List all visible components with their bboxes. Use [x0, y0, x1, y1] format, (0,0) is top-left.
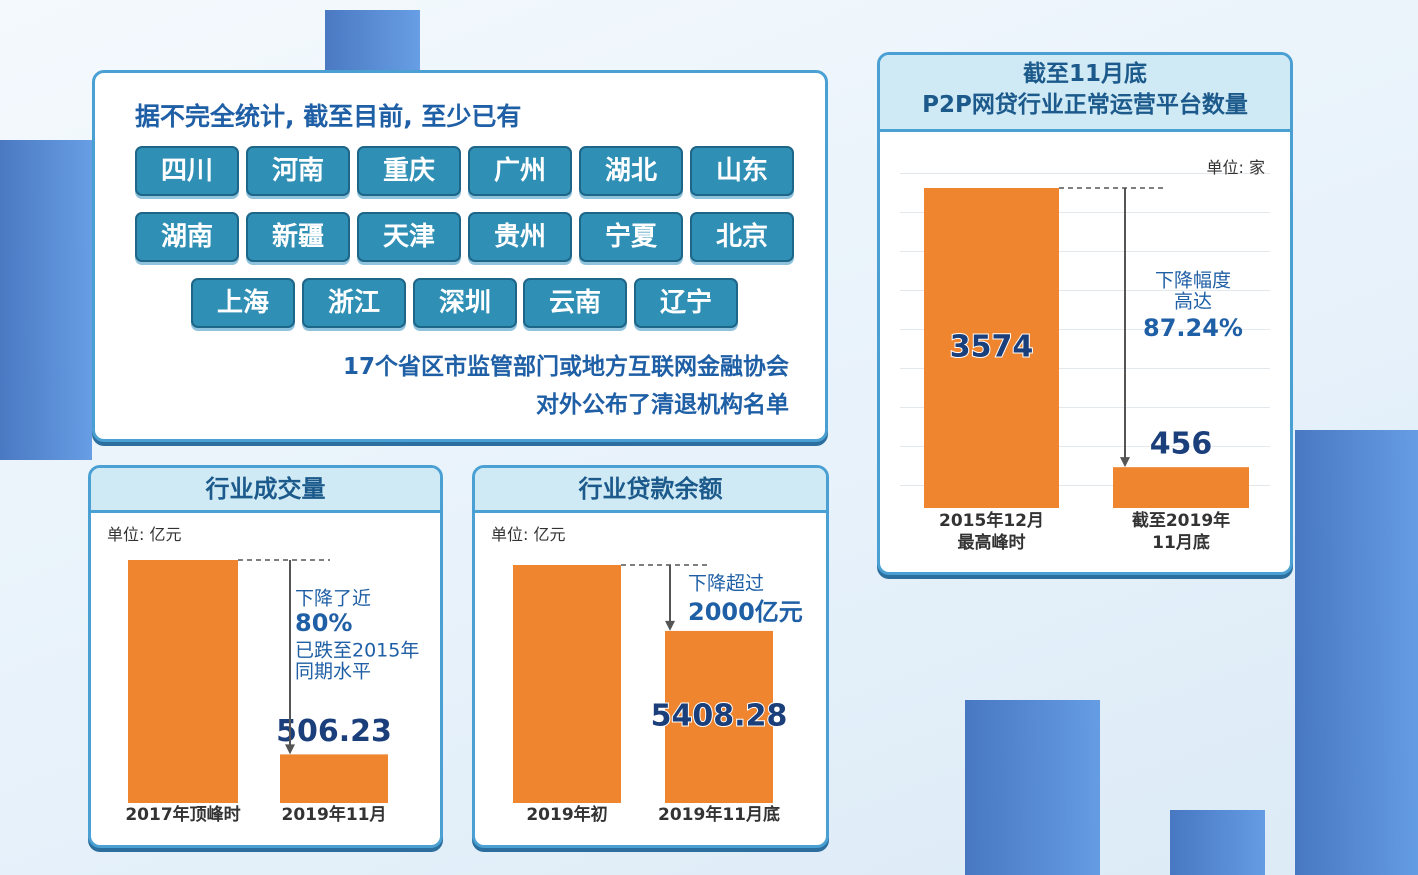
annotation: 同期水平: [295, 661, 371, 683]
provinces-card: 据不完全统计, 截至目前, 至少已有 四川河南重庆广州湖北山东湖南新疆天津贵州宁…: [92, 70, 828, 442]
header-title: 据不完全统计, 截至目前, 至少已有: [135, 97, 521, 133]
building: [0, 140, 92, 460]
x-tick-label: 2015年12月最高峰时: [939, 510, 1044, 553]
province-tag: 新疆: [246, 212, 350, 262]
footnote: 17个省区市监管部门或地方互联网金融协会: [343, 347, 789, 381]
building: [965, 700, 1100, 875]
unit-label: 单位: 亿元: [107, 525, 181, 544]
arrow-head: [285, 744, 295, 754]
annotation: 2000亿元: [688, 598, 803, 626]
bar: [128, 560, 238, 803]
bar: [513, 565, 621, 803]
province-tag: 河南: [246, 146, 350, 196]
annotation: 高达: [1174, 291, 1212, 313]
province-tag: 浙江: [302, 278, 406, 328]
value-label: 506.23: [276, 714, 392, 749]
footnote: 对外公布了清退机构名单: [536, 385, 789, 419]
value-label: 5408.28: [651, 698, 788, 733]
province-tag: 云南: [523, 278, 627, 328]
unit-label: 单位: 亿元: [491, 525, 565, 544]
province-tag: 广州: [468, 146, 572, 196]
province-tag: 上海: [191, 278, 295, 328]
x-tick-label: 2019年11月: [282, 804, 387, 825]
building: [1170, 810, 1265, 875]
province-tag: 深圳: [413, 278, 517, 328]
province-tag: 山东: [690, 146, 794, 196]
annotation: 下降了近: [295, 588, 371, 610]
province-tag: 北京: [690, 212, 794, 262]
annotation: 下降超过: [688, 573, 764, 595]
x-tick-label: 2019年初: [526, 804, 607, 825]
province-tag: 辽宁: [634, 278, 738, 328]
province-tag: 湖南: [135, 212, 239, 262]
annotation: 87.24%: [1143, 314, 1243, 342]
annotation: 已跌至2015年: [295, 640, 419, 662]
province-tag: 四川: [135, 146, 239, 196]
building: [325, 10, 420, 70]
x-tick-label: 2017年顶峰时: [125, 804, 240, 825]
province-tag: 贵州: [468, 212, 572, 262]
unit-label: 单位: 家: [1207, 158, 1265, 177]
x-tick-label: 2019年11月底: [658, 804, 780, 825]
arrow-head: [665, 621, 675, 631]
province-tag: 湖北: [579, 146, 683, 196]
annotation: 下降幅度: [1155, 270, 1231, 292]
annotation: 80%: [295, 609, 352, 637]
value-label: 3574: [950, 330, 1034, 365]
value-label: 456: [1150, 427, 1213, 462]
arrow-head: [1120, 457, 1130, 467]
bar: [1113, 467, 1249, 508]
province-tag: 天津: [357, 212, 461, 262]
infographic: 据不完全统计, 截至目前, 至少已有 四川河南重庆广州湖北山东湖南新疆天津贵州宁…: [0, 0, 1418, 875]
bar: [280, 754, 388, 803]
province-tag: 宁夏: [579, 212, 683, 262]
chart: 单位: 亿元 2019年初 2019年11月底 5408.28 下降超过 2000亿元: [475, 468, 826, 845]
province-tag: 重庆: [357, 146, 461, 196]
building: [1295, 430, 1418, 875]
